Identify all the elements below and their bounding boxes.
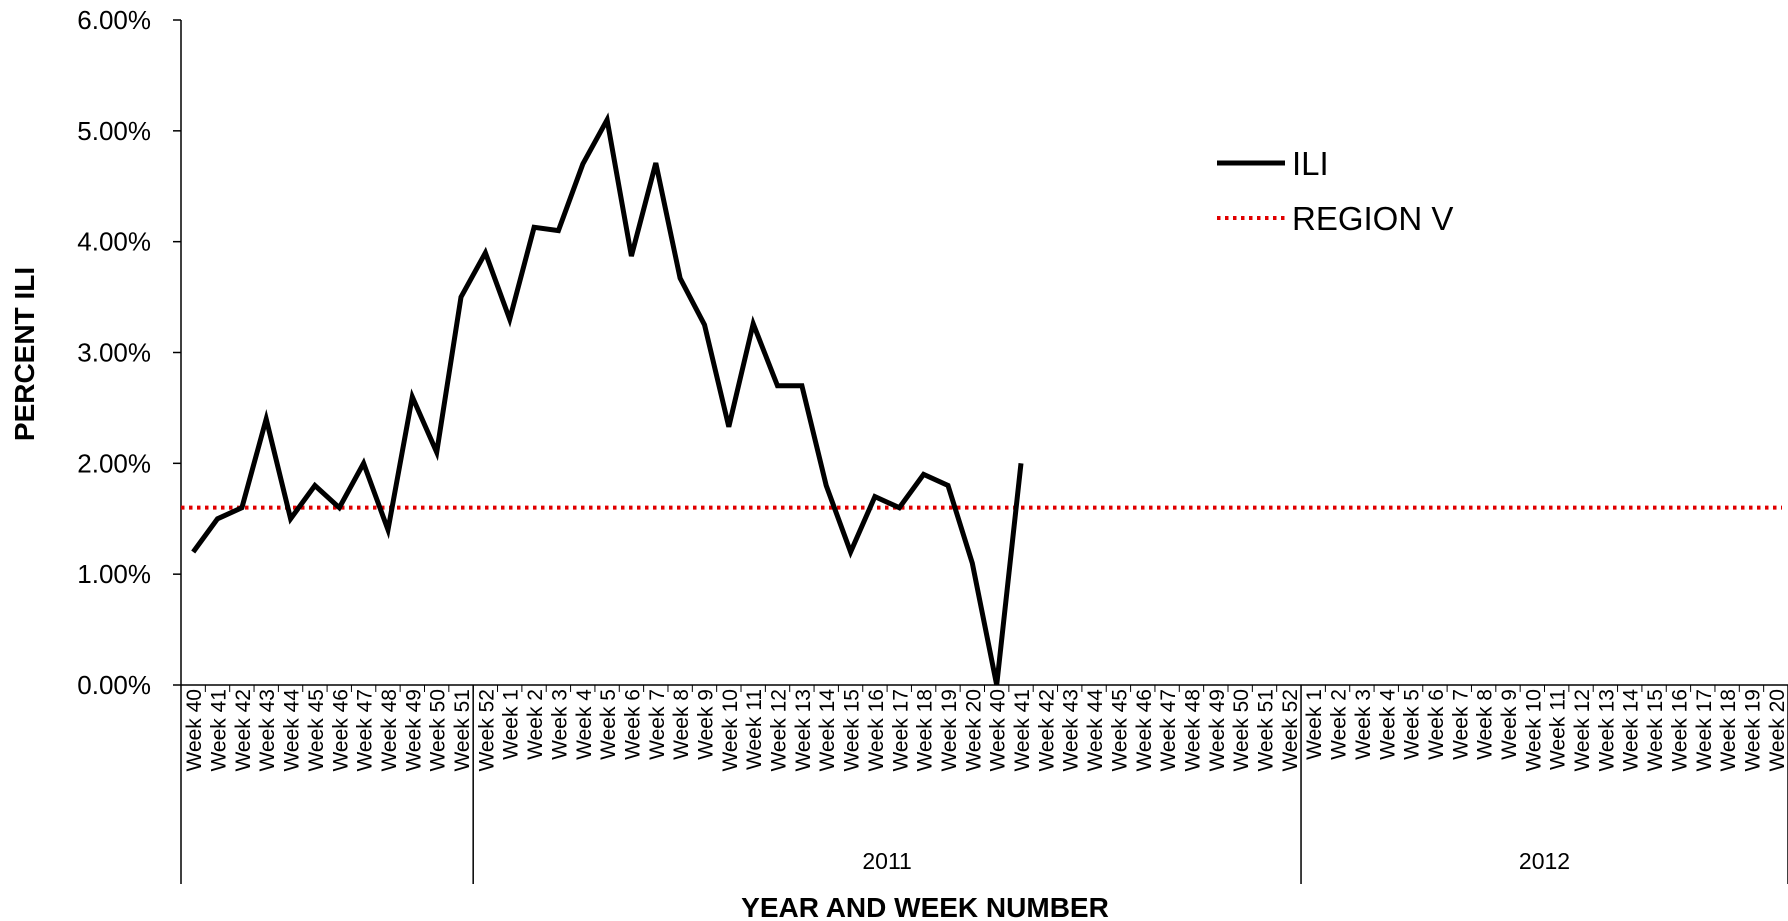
year-group-label: 2011 <box>862 848 911 874</box>
x-tick-label: Week 13 <box>1595 689 1618 772</box>
y-tick-label: 6.00% <box>77 5 151 35</box>
x-tick-label: Week 18 <box>1717 689 1740 772</box>
x-tick-label: Week 47 <box>354 689 377 772</box>
x-tick-label: Week 45 <box>1108 689 1131 772</box>
x-tick-label: Week 7 <box>1449 689 1472 760</box>
x-tick-label: Week 19 <box>938 689 961 772</box>
y-tick-label: 5.00% <box>77 116 151 146</box>
year-group-label: 2012 <box>1519 848 1570 874</box>
x-tick-label: Week 40 <box>183 689 206 772</box>
x-tick-label: Week 17 <box>1693 689 1716 772</box>
x-tick-label: Week 10 <box>719 689 742 772</box>
x-tick-label: Week 47 <box>1157 689 1180 772</box>
x-tick-label: Week 52 <box>475 689 498 772</box>
x-tick-label: Week 13 <box>792 689 815 772</box>
x-tick-label: Week 6 <box>1425 689 1448 760</box>
y-tick-label: 3.00% <box>77 338 151 368</box>
y-tick-label: 0.00% <box>77 670 151 700</box>
y-axis-title: PERCENT ILI <box>9 267 40 441</box>
x-tick-label: Week 46 <box>329 689 352 772</box>
x-tick-label: Week 15 <box>1644 689 1667 772</box>
x-tick-label: Week 10 <box>1522 689 1545 772</box>
x-tick-label: Week 17 <box>889 689 912 772</box>
x-tick-label: Week 1 <box>500 689 523 760</box>
x-tick-label: Week 14 <box>1620 689 1643 772</box>
legend-label-ili: ILI <box>1292 145 1329 182</box>
x-tick-label: Week 3 <box>1352 689 1375 760</box>
series-line-ili <box>191 112 1024 686</box>
x-tick-label: Week 1 <box>1303 689 1326 760</box>
x-tick-label: Week 40 <box>987 689 1010 772</box>
x-tick-label: Week 41 <box>1011 689 1034 772</box>
x-tick-label: Week 11 <box>1547 689 1570 770</box>
x-tick-label: Week 44 <box>281 689 304 772</box>
x-tick-label: Week 12 <box>768 689 791 772</box>
x-tick-label: Week 7 <box>646 689 669 760</box>
x-tick-label: Week 50 <box>1230 689 1253 772</box>
x-tick-label: Week 41 <box>208 689 231 772</box>
x-tick-label: Week 42 <box>232 689 255 772</box>
x-tick-label: Week 19 <box>1741 689 1764 772</box>
x-tick-label: Week 48 <box>378 689 401 772</box>
x-tick-label: Week 20 <box>1766 689 1788 772</box>
x-tick-label: Week 14 <box>816 689 839 772</box>
x-tick-label: Week 9 <box>694 689 717 760</box>
x-tick-label: Week 16 <box>865 689 888 772</box>
x-tick-label: Week 46 <box>1133 689 1156 772</box>
x-tick-label: Week 12 <box>1571 689 1594 772</box>
x-tick-label: Week 8 <box>670 689 693 760</box>
x-axis: Week 40 Week 41 Week 42 Week 43 Week 44 Week … <box>180 684 1788 884</box>
x-tick-label: Week 16 <box>1668 689 1691 772</box>
x-tick-label: Week 51 <box>451 689 474 772</box>
x-tick-label: Week 15 <box>841 689 864 772</box>
x-tick-label: Week 49 <box>1206 689 1229 772</box>
x-tick-label: Week 51 <box>1255 689 1278 772</box>
x-tick-label: Week 43 <box>256 689 279 772</box>
x-tick-label: Week 9 <box>1498 689 1521 760</box>
x-tick-label: Week 52 <box>1279 689 1302 772</box>
x-tick-label: Week 45 <box>305 689 328 772</box>
x-tick-label: Week 18 <box>914 689 937 772</box>
x-tick-label: Week 42 <box>1035 689 1058 772</box>
legend-label-region-v: REGION V <box>1292 200 1453 237</box>
x-tick-label: Week 20 <box>962 689 985 772</box>
y-tick-label: 1.00% <box>77 559 151 589</box>
x-tick-label: Week 4 <box>1376 689 1399 760</box>
x-tick-label: Week 49 <box>402 689 425 772</box>
y-axis: 0.00% 1.00% 2.00% 3.00% 4.00% 5.00% 6.00% <box>77 5 182 700</box>
x-tick-label: Week 5 <box>597 689 620 760</box>
x-tick-label: Week 48 <box>1181 689 1204 772</box>
x-tick-label: Week 5 <box>1401 689 1424 760</box>
y-tick-label: 4.00% <box>77 227 151 257</box>
x-tick-label: Week 44 <box>1084 689 1107 772</box>
y-tick-label: 2.00% <box>77 448 151 478</box>
x-tick-label: Week 8 <box>1474 689 1497 760</box>
x-tick-label: Week 43 <box>1060 689 1083 772</box>
series-layer <box>181 112 1782 686</box>
x-tick-label: Week 6 <box>621 689 644 760</box>
x-tick-label: Week 2 <box>524 689 547 760</box>
x-axis-title: YEAR AND WEEK NUMBER <box>741 892 1109 921</box>
x-tick-label: Week 11 <box>743 689 766 770</box>
legend: ILI REGION V <box>1217 145 1453 237</box>
x-tick-label: Week 2 <box>1328 689 1351 760</box>
x-tick-label: Week 50 <box>427 689 450 772</box>
x-tick-label: Week 4 <box>573 689 596 760</box>
x-tick-label: Week 3 <box>548 689 571 760</box>
